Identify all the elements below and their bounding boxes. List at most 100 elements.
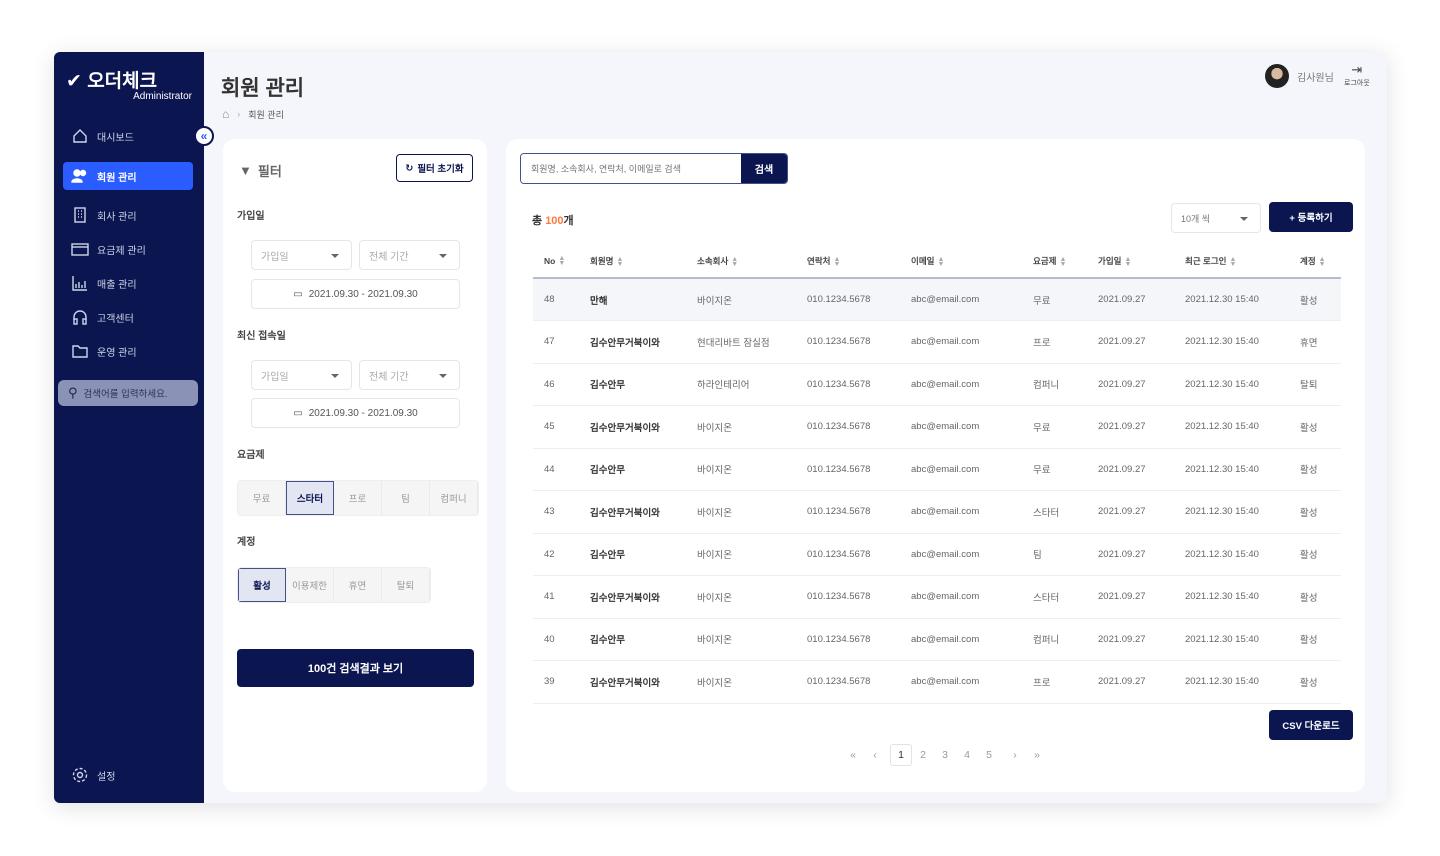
first-page-icon[interactable]: « (850, 749, 856, 761)
pagination: « ‹ 1 2 3 4 5 › » (842, 744, 1048, 766)
member-search: 검색 (520, 153, 788, 184)
table-cell: 활성 (1300, 448, 1341, 491)
home-icon[interactable]: ⌂ (222, 107, 230, 121)
sort-icon[interactable]: ▲ ▼ (833, 255, 841, 268)
show-results-button[interactable]: 100건 검색결과 보기 (237, 649, 474, 687)
page-button[interactable]: 3 (942, 749, 948, 761)
plan-option[interactable]: 팀 (382, 481, 430, 515)
table-row[interactable]: 47 김수안무거북이와 현대리바트 잠실점 010.1234.5678 abc@emai… (533, 320, 1341, 364)
table-cell: 활성 (1300, 490, 1341, 534)
column-header[interactable]: No ▲ ▼ (533, 245, 590, 279)
table-row[interactable]: 46 김수안무 하라인테리어 010.1234.5678 abc@email.com 컴퍼… (533, 363, 1341, 406)
table-row[interactable]: 44 김수안무 바이지온 010.1234.5678 abc@email.com 무료 20… (533, 448, 1341, 491)
member-search-input[interactable] (521, 154, 741, 183)
table-cell: 바이지온 (697, 448, 807, 491)
column-header[interactable]: 요금제 ▲ ▼ (1033, 245, 1098, 279)
sidebar-item-0[interactable]: 대시보드 (63, 122, 193, 150)
sidebar-item-1[interactable]: 회원 관리 (63, 162, 193, 190)
page-button[interactable]: 4 (964, 749, 970, 761)
sidebar-item-5[interactable]: 고객센터 (63, 303, 193, 331)
table-cell: 2021.09.27 (1098, 660, 1185, 704)
register-button[interactable]: + 등록하기 (1269, 202, 1353, 232)
sort-icon[interactable]: ▲ ▼ (1318, 255, 1326, 268)
sidebar-item-6[interactable]: 운영 관리 (63, 337, 193, 365)
logo-subtitle: Administrator (133, 91, 192, 102)
page-size-select[interactable]: 10개 씩 (1171, 203, 1261, 233)
column-header[interactable]: 이메일 ▲ ▼ (911, 245, 1033, 279)
headset-icon (73, 310, 87, 325)
login-date-period-select[interactable]: 전체 기간 (359, 360, 460, 390)
table-cell: 컴퍼니 (1033, 363, 1098, 406)
account-option[interactable]: 활성 (238, 568, 286, 602)
column-header[interactable]: 소속회사 ▲ ▼ (697, 245, 807, 279)
table-row[interactable]: 48 만해 바이지온 010.1234.5678 abc@email.com 무료 2021… (533, 278, 1341, 321)
column-header[interactable]: 연락처 ▲ ▼ (807, 245, 911, 279)
table-cell: abc@email.com (911, 660, 1033, 704)
filter-reset-button[interactable]: ↻ 필터 초기화 (396, 154, 473, 182)
column-header[interactable]: 계정 ▲ ▼ (1300, 245, 1341, 279)
plan-option[interactable]: 컴퍼니 (430, 481, 478, 515)
check-icon: ✔ (66, 71, 82, 92)
logout-button[interactable]: ⇥ 로그아웃 (1344, 62, 1370, 87)
last-page-icon[interactable]: » (1034, 749, 1040, 761)
sort-icon[interactable]: ▲ ▼ (937, 255, 945, 268)
home-icon (73, 129, 87, 143)
account-option[interactable]: 이용제한 (286, 568, 334, 602)
sidebar-search[interactable]: ⚲ 검색어를 입력하세요. (58, 380, 198, 406)
join-date-period-select[interactable]: 전체 기간 (359, 240, 460, 270)
building-icon (74, 207, 86, 223)
plan-option[interactable]: 프로 (334, 481, 382, 515)
sidebar-item-settings[interactable]: 설정 (63, 761, 193, 789)
table-cell: 활성 (1300, 660, 1341, 704)
table-cell: abc@email.com (911, 278, 1033, 321)
logout-icon: ⇥ (1351, 62, 1363, 77)
table-row[interactable]: 40 김수안무 바이지온 010.1234.5678 abc@email.com 컴퍼니 2… (533, 618, 1341, 661)
page-button[interactable]: 5 (986, 749, 992, 761)
sort-icon[interactable]: ▲ ▼ (616, 255, 624, 268)
column-header[interactable]: 최근 로그인 ▲ ▼ (1185, 245, 1300, 279)
sidebar: ✔ 오더체크 Administrator 대시보드 회원 관리 회사 관리 요금제 관리… (54, 52, 204, 803)
member-list-panel: 검색 총 100개 10개 씩 + 등록하기 No▲▼회원명▲▼소속회사▲▼연락… (506, 139, 1365, 792)
join-date-range[interactable]: ▭ 2021.09.30 - 2021.09.30 (251, 279, 460, 309)
page-button[interactable]: 2 (920, 749, 926, 761)
sidebar-item-4[interactable]: 매출 관리 (63, 269, 193, 297)
table-cell: 프로 (1033, 660, 1098, 704)
login-date-range[interactable]: ▭ 2021.09.30 - 2021.09.30 (251, 398, 460, 428)
table-cell: 김수안무 (590, 533, 697, 576)
table-row[interactable]: 41 김수안무거북이와 바이지온 010.1234.5678 abc@email.com… (533, 575, 1341, 619)
plan-option[interactable]: 무료 (238, 481, 286, 515)
table-cell: 2021.12.30 15:40 (1185, 405, 1300, 449)
account-option[interactable]: 탈퇴 (382, 568, 430, 602)
prev-page-icon[interactable]: ‹ (873, 749, 877, 761)
user-profile[interactable]: 김사원님 (1265, 64, 1334, 88)
column-header[interactable]: 회원명 ▲ ▼ (590, 245, 697, 279)
table-cell: 휴면 (1300, 320, 1341, 364)
sort-icon[interactable]: ▲ ▼ (1124, 255, 1132, 268)
table-cell: 탈퇴 (1300, 363, 1341, 406)
join-date-type-select[interactable]: 가입일 (251, 240, 352, 270)
sidebar-item-2[interactable]: 회사 관리 (63, 201, 193, 229)
table-cell: abc@email.com (911, 533, 1033, 576)
table-row[interactable]: 39 김수안무거북이와 바이지온 010.1234.5678 abc@email.com… (533, 660, 1341, 704)
page-button[interactable]: 1 (890, 744, 912, 766)
table-row[interactable]: 43 김수안무거북이와 바이지온 010.1234.5678 abc@email.com… (533, 490, 1341, 534)
sort-icon[interactable]: ▲ ▼ (731, 255, 739, 268)
table-cell: 45 (533, 405, 590, 449)
sort-icon[interactable]: ▲ ▼ (558, 255, 566, 268)
csv-download-button[interactable]: CSV 다운로드 (1269, 710, 1353, 740)
sort-icon[interactable]: ▲ ▼ (1059, 255, 1067, 268)
sidebar-item-3[interactable]: 요금제 관리 (63, 235, 193, 263)
table-row[interactable]: 45 김수안무거북이와 바이지온 010.1234.5678 abc@email.com… (533, 405, 1341, 449)
table-cell: 010.1234.5678 (807, 660, 911, 704)
collapse-sidebar-button[interactable]: « (194, 126, 214, 146)
search-button[interactable]: 검색 (741, 154, 787, 183)
next-page-icon[interactable]: › (1013, 749, 1017, 761)
sort-icon[interactable]: ▲ ▼ (1229, 255, 1237, 268)
column-header[interactable]: 가입일 ▲ ▼ (1098, 245, 1185, 279)
account-option[interactable]: 휴면 (334, 568, 382, 602)
table-cell: 2021.09.27 (1098, 533, 1185, 576)
login-date-type-select[interactable]: 가입일 (251, 360, 352, 390)
plan-option[interactable]: 스타터 (286, 481, 334, 515)
table-cell: 스타터 (1033, 490, 1098, 534)
table-row[interactable]: 42 김수안무 바이지온 010.1234.5678 abc@email.com 팀 202… (533, 533, 1341, 576)
